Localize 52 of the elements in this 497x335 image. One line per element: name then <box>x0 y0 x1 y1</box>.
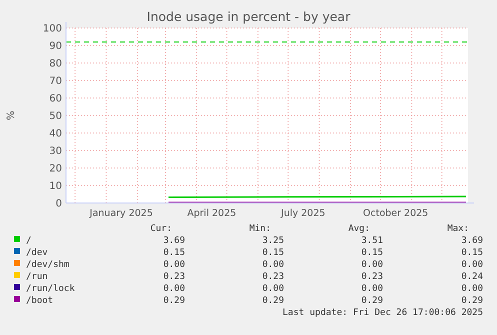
text: 3.69 <box>461 236 483 246</box>
y-tick-label: 60 <box>49 94 62 104</box>
x-tick-label: July 2025 <box>280 208 326 219</box>
x-tick-label: April 2025 <box>187 208 236 219</box>
text: 0.00 <box>461 260 483 270</box>
text: 0.00 <box>361 260 383 270</box>
x-tick-label: October 2025 <box>363 208 428 219</box>
text: Cur: <box>150 224 172 234</box>
y-tick-label: 90 <box>49 41 62 52</box>
text: Last update: Fri Dec 26 17:00:06 2025 <box>282 308 483 318</box>
text: 0.29 <box>461 296 483 306</box>
text: 0.23 <box>163 272 185 282</box>
text: 0.15 <box>163 248 185 258</box>
y-tick-label: 30 <box>49 146 62 157</box>
legend-label: /run <box>26 272 48 282</box>
legend-label: /dev/shm <box>26 260 70 270</box>
text: 0.00 <box>461 284 483 294</box>
y-tick-label: 20 <box>49 164 62 174</box>
text: 0.00 <box>361 284 383 294</box>
legend-label: / <box>26 236 32 246</box>
text: 0.00 <box>163 260 185 270</box>
y-tick-label: 100 <box>42 24 62 34</box>
y-tick-label: 0 <box>56 198 62 210</box>
legend-label: /run/lock <box>26 284 76 294</box>
text: 0.00 <box>262 260 284 270</box>
text: Max: <box>447 224 469 234</box>
y-tick-label: 10 <box>49 181 62 192</box>
text: 0.15 <box>461 248 483 258</box>
text: 3.69 <box>163 236 185 246</box>
text: 0.29 <box>163 296 185 306</box>
text: 0.23 <box>262 272 284 282</box>
text: 0.29 <box>262 296 284 306</box>
text: 0.00 <box>163 284 185 294</box>
text: 0.29 <box>361 296 383 306</box>
legend-label: /dev <box>26 248 48 258</box>
y-tick-label: 50 <box>49 111 62 122</box>
text: 0.15 <box>262 248 284 258</box>
legend-label: /boot <box>26 296 54 306</box>
text: 3.51 <box>361 236 383 246</box>
y-tick-label: 70 <box>49 76 62 87</box>
text: Min: <box>249 224 271 234</box>
y-tick-label: 80 <box>49 58 62 70</box>
text: 0.24 <box>461 272 483 282</box>
x-tick-label: January 2025 <box>88 208 153 219</box>
chart-title: Inode usage in percent - by year <box>146 9 352 24</box>
y-tick-label: 40 <box>49 128 62 140</box>
text: 0.23 <box>361 272 383 282</box>
text: Avg: <box>348 224 370 234</box>
text: 0.15 <box>361 248 383 258</box>
text: 3.25 <box>262 236 284 246</box>
y-axis-title: % <box>6 110 17 120</box>
text: 0.00 <box>262 284 284 294</box>
